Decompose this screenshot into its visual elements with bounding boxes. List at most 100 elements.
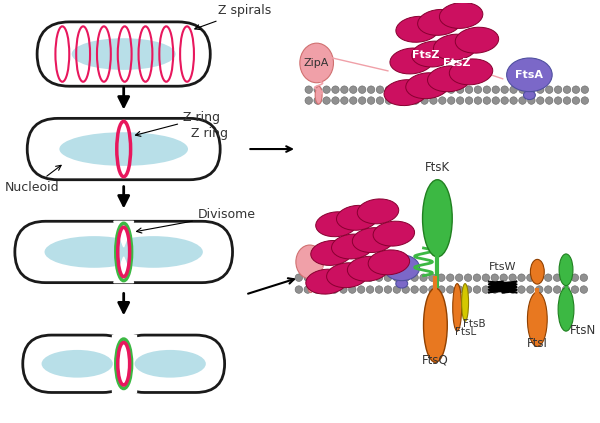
Circle shape bbox=[465, 86, 473, 93]
Circle shape bbox=[571, 274, 578, 281]
Circle shape bbox=[536, 86, 544, 93]
Wedge shape bbox=[23, 335, 52, 393]
Text: FtsB: FtsB bbox=[463, 319, 486, 329]
Circle shape bbox=[580, 274, 587, 281]
Circle shape bbox=[358, 86, 366, 93]
Circle shape bbox=[483, 97, 491, 104]
Text: FtsQ: FtsQ bbox=[422, 354, 449, 367]
Circle shape bbox=[402, 274, 409, 281]
Circle shape bbox=[411, 274, 418, 281]
Ellipse shape bbox=[412, 41, 455, 67]
Circle shape bbox=[527, 86, 535, 93]
Circle shape bbox=[358, 286, 365, 293]
Circle shape bbox=[428, 274, 436, 281]
Circle shape bbox=[448, 86, 455, 93]
Circle shape bbox=[402, 286, 409, 293]
Circle shape bbox=[455, 274, 463, 281]
Ellipse shape bbox=[523, 91, 535, 99]
Circle shape bbox=[500, 274, 508, 281]
Text: FtsZ: FtsZ bbox=[443, 58, 471, 68]
Circle shape bbox=[421, 97, 428, 104]
Text: FtsA: FtsA bbox=[515, 70, 544, 80]
Circle shape bbox=[509, 286, 517, 293]
Circle shape bbox=[305, 97, 313, 104]
Circle shape bbox=[304, 286, 311, 293]
Circle shape bbox=[295, 286, 302, 293]
Bar bbox=[58, 118, 190, 180]
Circle shape bbox=[483, 86, 491, 93]
Circle shape bbox=[358, 274, 365, 281]
Circle shape bbox=[340, 286, 347, 293]
Circle shape bbox=[501, 86, 508, 93]
Ellipse shape bbox=[527, 292, 547, 346]
Circle shape bbox=[491, 286, 499, 293]
Circle shape bbox=[536, 97, 544, 104]
Circle shape bbox=[420, 286, 427, 293]
Ellipse shape bbox=[396, 279, 407, 288]
Bar bbox=[145, 335, 196, 393]
Ellipse shape bbox=[307, 275, 314, 293]
Circle shape bbox=[448, 97, 455, 104]
Circle shape bbox=[323, 86, 331, 93]
Wedge shape bbox=[202, 221, 233, 283]
Circle shape bbox=[313, 286, 320, 293]
Circle shape bbox=[446, 286, 454, 293]
Circle shape bbox=[545, 86, 553, 93]
Ellipse shape bbox=[59, 132, 188, 166]
Ellipse shape bbox=[41, 350, 113, 378]
Wedge shape bbox=[196, 335, 224, 393]
Ellipse shape bbox=[390, 48, 433, 74]
Circle shape bbox=[322, 286, 329, 293]
Ellipse shape bbox=[326, 263, 368, 288]
Circle shape bbox=[376, 86, 384, 93]
Circle shape bbox=[350, 97, 357, 104]
Circle shape bbox=[323, 97, 331, 104]
Circle shape bbox=[581, 86, 589, 93]
Ellipse shape bbox=[368, 250, 410, 275]
Circle shape bbox=[385, 97, 392, 104]
Polygon shape bbox=[114, 257, 134, 283]
Circle shape bbox=[581, 97, 589, 104]
Ellipse shape bbox=[315, 86, 322, 104]
Circle shape bbox=[572, 86, 580, 93]
Bar bbox=[46, 221, 202, 283]
Circle shape bbox=[545, 97, 553, 104]
Circle shape bbox=[553, 274, 561, 281]
Circle shape bbox=[349, 274, 356, 281]
Circle shape bbox=[457, 86, 464, 93]
Wedge shape bbox=[190, 118, 220, 180]
Circle shape bbox=[412, 86, 419, 93]
Circle shape bbox=[473, 286, 481, 293]
Ellipse shape bbox=[72, 38, 176, 70]
Circle shape bbox=[580, 286, 587, 293]
Text: ZipA: ZipA bbox=[304, 58, 329, 68]
Circle shape bbox=[544, 286, 552, 293]
Circle shape bbox=[455, 286, 463, 293]
Text: Z ring: Z ring bbox=[191, 127, 228, 140]
Circle shape bbox=[563, 86, 571, 93]
Circle shape bbox=[527, 97, 535, 104]
Circle shape bbox=[439, 97, 446, 104]
Ellipse shape bbox=[433, 34, 477, 60]
Circle shape bbox=[446, 274, 454, 281]
Ellipse shape bbox=[506, 58, 552, 92]
Text: FtsI: FtsI bbox=[527, 337, 548, 350]
Circle shape bbox=[367, 286, 374, 293]
Circle shape bbox=[403, 97, 410, 104]
Circle shape bbox=[313, 274, 320, 281]
Circle shape bbox=[375, 286, 383, 293]
Ellipse shape bbox=[306, 269, 347, 294]
Circle shape bbox=[519, 86, 526, 93]
Wedge shape bbox=[178, 22, 210, 86]
Ellipse shape bbox=[104, 236, 203, 268]
Bar bbox=[69, 22, 178, 86]
Ellipse shape bbox=[300, 43, 334, 83]
Circle shape bbox=[473, 274, 481, 281]
Ellipse shape bbox=[134, 350, 206, 378]
Circle shape bbox=[305, 86, 313, 93]
Circle shape bbox=[527, 274, 534, 281]
Wedge shape bbox=[103, 335, 131, 393]
Circle shape bbox=[572, 97, 580, 104]
Text: FtsN: FtsN bbox=[570, 324, 596, 337]
Ellipse shape bbox=[449, 59, 493, 85]
